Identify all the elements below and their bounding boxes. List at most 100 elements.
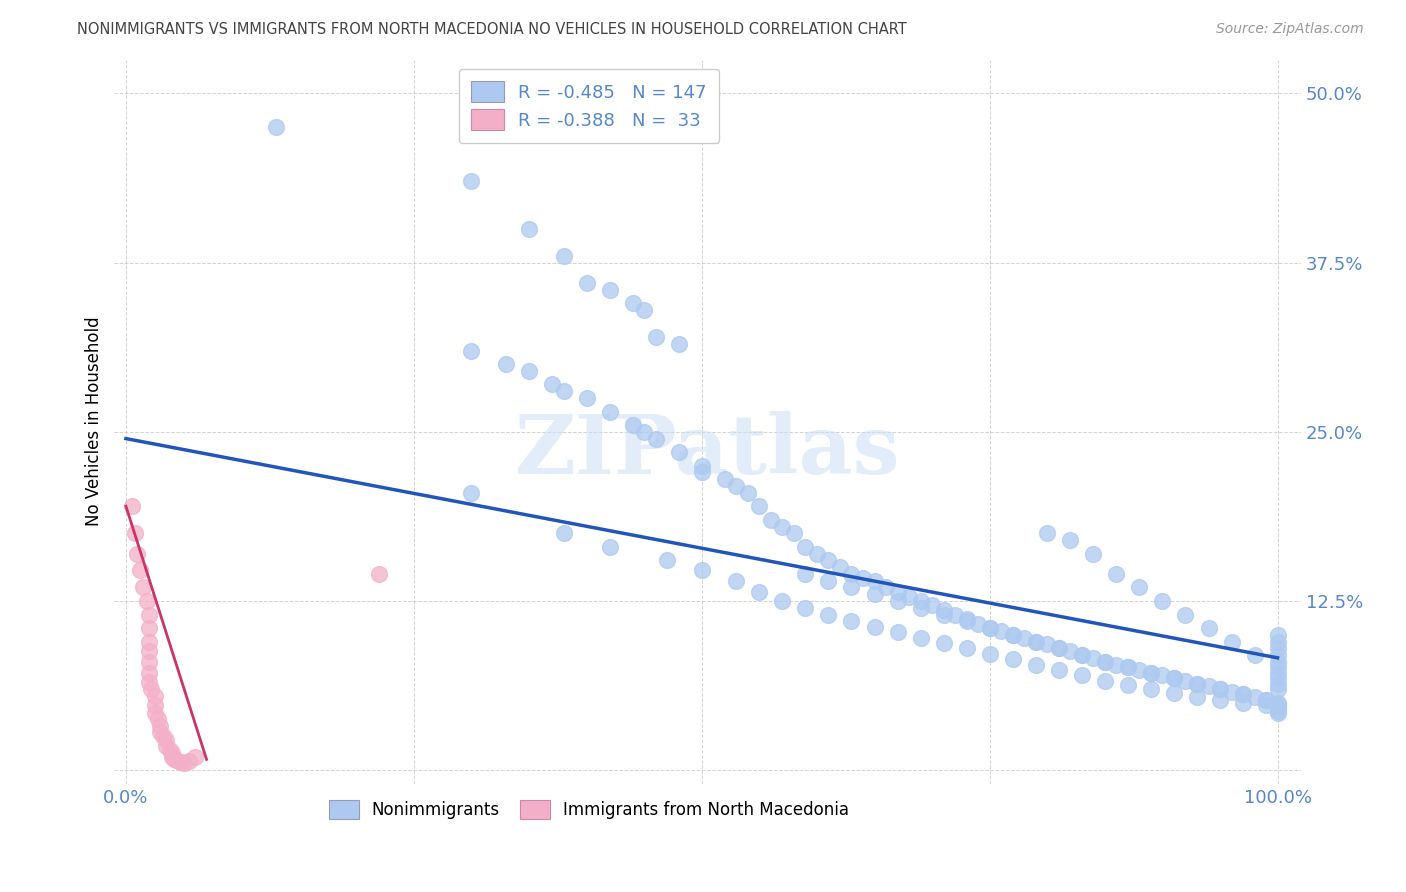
Point	[1070, 648, 1092, 662]
Point	[1094, 655, 1116, 669]
Point	[633, 303, 655, 318]
Point	[621, 418, 644, 433]
Point	[149, 718, 172, 732]
Point	[1232, 696, 1254, 710]
Point	[668, 445, 690, 459]
Point	[1152, 668, 1174, 682]
Point	[599, 283, 621, 297]
Point	[633, 425, 655, 439]
Point	[1243, 648, 1265, 662]
Point	[517, 221, 540, 235]
Point	[460, 485, 482, 500]
Point	[1163, 671, 1185, 685]
Point	[1025, 634, 1047, 648]
Point	[121, 500, 143, 514]
Point	[143, 706, 166, 721]
Point	[828, 560, 851, 574]
Point	[875, 581, 897, 595]
Point	[886, 584, 908, 599]
Point	[143, 698, 166, 713]
Point	[644, 330, 666, 344]
Point	[979, 621, 1001, 635]
Point	[599, 540, 621, 554]
Point	[541, 377, 564, 392]
Point	[1198, 621, 1220, 635]
Point	[1254, 693, 1277, 707]
Point	[1059, 533, 1081, 547]
Point	[1267, 701, 1289, 715]
Point	[160, 746, 183, 760]
Point	[794, 540, 817, 554]
Point	[621, 296, 644, 310]
Point	[1083, 651, 1105, 665]
Point	[967, 617, 990, 632]
Point	[143, 689, 166, 703]
Point	[1163, 671, 1185, 685]
Point	[1254, 693, 1277, 707]
Point	[1116, 660, 1139, 674]
Point	[943, 607, 966, 622]
Point	[898, 590, 921, 604]
Point	[794, 566, 817, 581]
Point	[1267, 628, 1289, 642]
Point	[748, 500, 770, 514]
Point	[932, 603, 955, 617]
Point	[1070, 648, 1092, 662]
Point	[135, 594, 157, 608]
Point	[1094, 655, 1116, 669]
Point	[979, 647, 1001, 661]
Point	[460, 174, 482, 188]
Point	[748, 584, 770, 599]
Point	[910, 600, 932, 615]
Point	[852, 571, 875, 585]
Point	[170, 755, 193, 769]
Y-axis label: No Vehicles in Household: No Vehicles in Household	[86, 317, 103, 526]
Point	[1209, 681, 1232, 696]
Point	[460, 343, 482, 358]
Point	[1267, 698, 1289, 713]
Point	[725, 479, 748, 493]
Point	[128, 563, 150, 577]
Point	[495, 357, 517, 371]
Point	[1163, 686, 1185, 700]
Point	[1025, 657, 1047, 672]
Point	[1185, 676, 1208, 690]
Point	[1094, 673, 1116, 688]
Point	[1243, 690, 1265, 705]
Point	[737, 485, 759, 500]
Point	[138, 644, 160, 658]
Point	[124, 526, 146, 541]
Point	[152, 730, 174, 744]
Point	[138, 634, 160, 648]
Point	[910, 594, 932, 608]
Point	[1267, 681, 1289, 696]
Point	[166, 754, 188, 768]
Point	[1047, 663, 1070, 677]
Point	[149, 725, 172, 739]
Point	[1267, 671, 1289, 685]
Point	[841, 566, 863, 581]
Point	[1267, 704, 1289, 718]
Point	[1174, 607, 1197, 622]
Point	[910, 631, 932, 645]
Point	[783, 526, 806, 541]
Point	[138, 655, 160, 669]
Point	[1174, 673, 1197, 688]
Point	[1105, 657, 1128, 672]
Point	[599, 404, 621, 418]
Point	[817, 607, 839, 622]
Point	[1059, 644, 1081, 658]
Point	[841, 581, 863, 595]
Point	[1267, 634, 1289, 648]
Point	[1232, 687, 1254, 701]
Point	[1220, 684, 1243, 698]
Point	[644, 432, 666, 446]
Point	[1105, 566, 1128, 581]
Point	[770, 594, 793, 608]
Point	[886, 594, 908, 608]
Point	[1001, 628, 1024, 642]
Point	[138, 621, 160, 635]
Point	[1267, 676, 1289, 690]
Point	[725, 574, 748, 588]
Point	[1267, 660, 1289, 674]
